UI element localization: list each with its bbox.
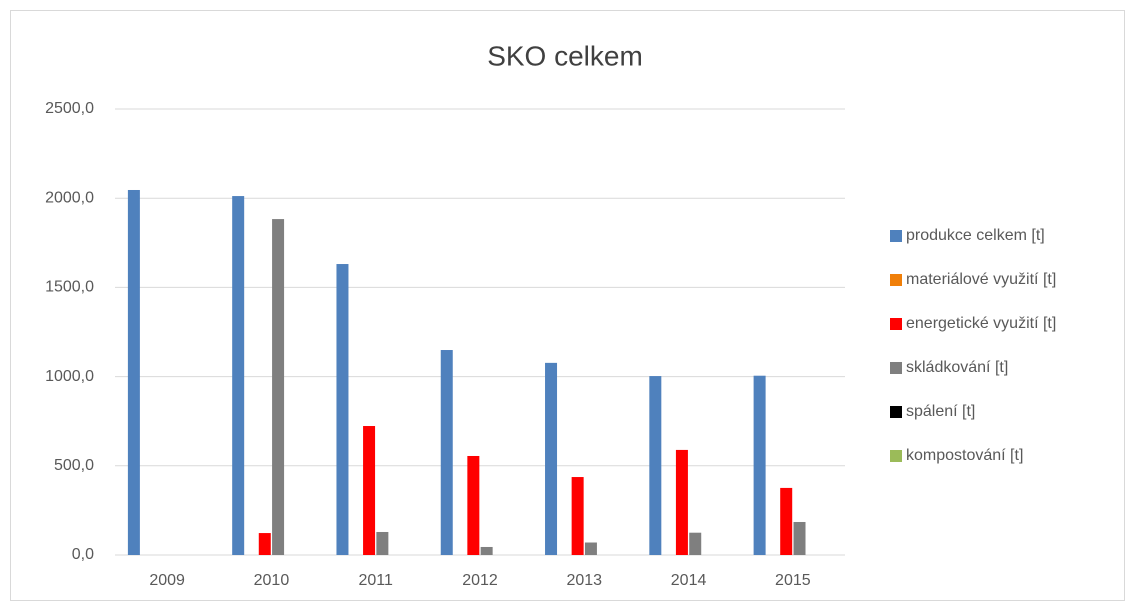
bar — [376, 531, 389, 555]
bar — [258, 533, 271, 555]
y-tick-label: 500,0 — [54, 457, 94, 474]
chart-title: SKO celkem — [487, 40, 643, 71]
x-tick-label: 2012 — [462, 572, 498, 589]
legend-label: kompostování [t] — [906, 447, 1023, 464]
x-tick-label: 2011 — [359, 572, 394, 589]
bar — [363, 426, 376, 555]
y-tick-label: 2500,0 — [45, 100, 94, 117]
legend-label: spálení [t] — [906, 403, 975, 420]
legend-label: materiálové využití [t] — [906, 271, 1056, 288]
x-tick-label: 2015 — [775, 572, 811, 589]
bar — [272, 219, 285, 555]
bar — [440, 350, 453, 555]
bar — [545, 362, 558, 555]
bar — [467, 455, 480, 555]
y-tick-label: 1500,0 — [45, 279, 94, 296]
legend-swatch — [890, 274, 902, 286]
bar — [753, 375, 766, 555]
legend-label: energetické využití [t] — [906, 315, 1056, 332]
bar — [127, 189, 140, 556]
x-tick-label: 2009 — [149, 572, 185, 589]
bar — [480, 546, 493, 555]
y-tick-label: 2000,0 — [45, 189, 94, 206]
bar — [232, 196, 245, 555]
y-tick-label: 1000,0 — [45, 368, 94, 385]
legend-swatch — [890, 318, 902, 330]
bar — [793, 521, 806, 555]
legend-swatch — [890, 406, 902, 418]
chart-frame — [10, 10, 1125, 601]
bar — [571, 477, 584, 555]
bar — [780, 487, 793, 555]
bar — [675, 449, 688, 555]
legend-swatch — [890, 362, 902, 374]
bar — [649, 376, 662, 555]
x-tick-label: 2010 — [254, 572, 290, 589]
legend-label: produkce celkem [t] — [906, 227, 1045, 244]
x-tick-label: 2013 — [566, 572, 602, 589]
legend-swatch — [890, 450, 902, 462]
bar — [336, 264, 349, 555]
x-tick-label: 2014 — [671, 572, 707, 589]
bar — [689, 532, 702, 555]
y-tick-label: 0,0 — [72, 546, 94, 563]
legend-label: skládkování [t] — [906, 359, 1008, 376]
legend-swatch — [890, 230, 902, 242]
bar — [584, 542, 597, 555]
